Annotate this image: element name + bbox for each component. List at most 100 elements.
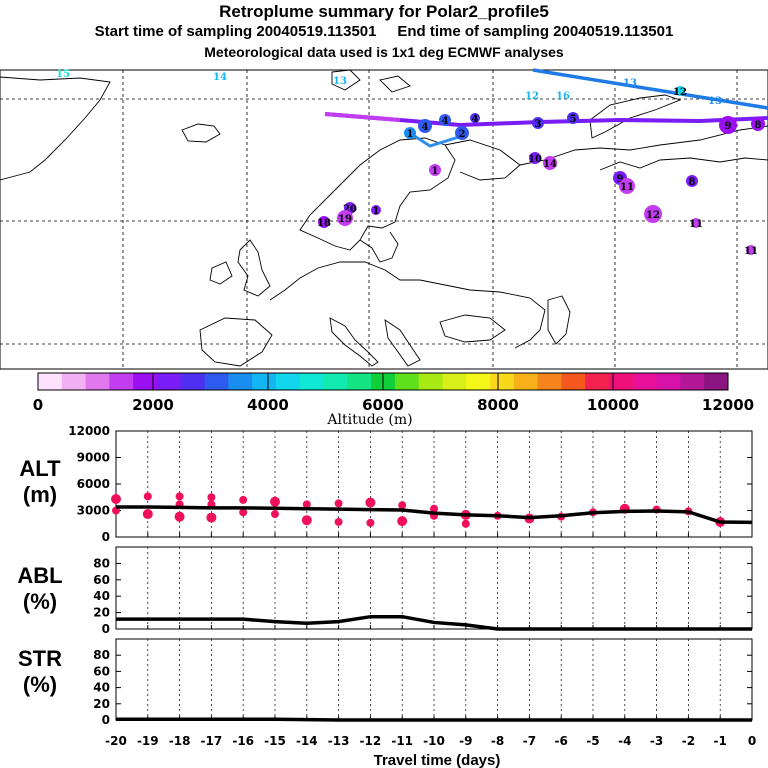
x-tick-label: -6 [555, 734, 568, 748]
cluster-marker [619, 178, 635, 194]
cluster-marker [470, 113, 480, 123]
x-tick-label: -3 [650, 734, 663, 748]
cluster-altitude-point [239, 508, 248, 517]
y-tick-label: 9000 [77, 451, 110, 465]
cluster-label: 11 [689, 219, 703, 230]
x-tick-label: -20 [105, 734, 127, 748]
colorbar-tick-label: 6000 [362, 396, 404, 414]
y-tick-label: 40 [93, 681, 110, 695]
cluster-marker [529, 152, 541, 164]
cluster-marker [746, 245, 756, 255]
cluster-label: 5 [570, 114, 577, 125]
colorbar-tick-label: 2000 [132, 396, 174, 414]
colorbar-cell [299, 373, 325, 390]
cluster-marker [337, 210, 353, 226]
chart-title: Retroplume summary for Polar2_profile5 [219, 2, 549, 21]
y-tick-label: 0 [102, 713, 110, 727]
cluster-label: 8 [689, 177, 696, 188]
colorbar-cell [609, 373, 634, 390]
str-label: STR [18, 646, 62, 671]
colorbar-cell [228, 373, 253, 390]
colorbar-cell [275, 373, 301, 390]
series-line [116, 614, 752, 631]
cluster-label: 13 [333, 76, 347, 87]
y-tick-label: 80 [93, 556, 110, 570]
colorbar-tick-label: 8000 [477, 396, 519, 414]
colorbar-tick-label: 12000 [702, 396, 754, 414]
cluster-altitude-point [174, 511, 185, 522]
x-tick-label: -17 [201, 734, 223, 748]
y-tick-label: 20 [93, 697, 110, 711]
cluster-marker [455, 126, 469, 140]
sampling-times: Start time of sampling 20040519.113501 E… [94, 23, 674, 40]
abl-label: ABL [17, 563, 62, 588]
cluster-altitude-point [366, 518, 375, 527]
panel-labels: ALT (m) ABL (%) STR (%) [17, 456, 62, 697]
x-tick-label: -13 [328, 734, 350, 748]
y-tick-label: 20 [93, 606, 110, 620]
x-tick-label: -2 [682, 734, 695, 748]
cluster-altitude-point [334, 499, 343, 508]
cluster-altitude-point [206, 512, 217, 523]
cluster-label: 12 [673, 87, 687, 98]
cluster-altitude-point [142, 509, 153, 520]
y-tick-label: 0 [102, 530, 110, 544]
cluster-label: 12 [525, 91, 539, 102]
cluster-altitude-point [397, 516, 408, 527]
y-tick-label: 0 [102, 622, 110, 636]
cluster-label: 14 [213, 72, 227, 83]
cluster-altitude-point [111, 494, 121, 505]
cluster-altitude-point [239, 495, 248, 504]
x-tick-label: -4 [618, 734, 631, 748]
colorbar-label: Altitude (m) [326, 412, 412, 428]
cluster-label: 12 [646, 210, 660, 221]
colorbar-cell [656, 373, 681, 390]
cluster-marker [751, 117, 765, 131]
cluster-altitude-point [271, 510, 279, 519]
cluster-label: 9 [617, 174, 624, 185]
cluster-marker [567, 112, 579, 124]
cluster-altitude-point [270, 496, 280, 507]
x-tick-label: -14 [296, 734, 318, 748]
colorbar-cell [585, 373, 610, 390]
x-tick-label: -15 [264, 734, 286, 748]
colorbar-cell [442, 373, 467, 390]
panel-2: 0 20 40 60 80 [93, 546, 753, 636]
x-tick-label: 0 [748, 734, 756, 748]
cluster-marker [543, 156, 557, 170]
cluster-marker [675, 86, 685, 96]
cluster-label: 4 [422, 122, 429, 133]
cluster-altitude-point [301, 515, 312, 526]
colorbar-tick-label: 4000 [247, 396, 289, 414]
cluster-label: 11 [620, 182, 634, 193]
y-tick-label: 80 [93, 648, 110, 662]
y-tick-label: 6000 [77, 477, 110, 491]
x-tick-label: -19 [137, 734, 159, 748]
cluster-altitude-point [365, 497, 376, 508]
series-line [116, 505, 753, 525]
x-tick-label: -9 [459, 734, 472, 748]
colorbar-cell [180, 373, 206, 390]
cluster-label: 15 [56, 69, 70, 80]
cluster-label: 8 [755, 120, 762, 131]
cluster-marker [439, 114, 451, 126]
cluster-marker [371, 205, 381, 215]
cluster-marker [719, 116, 737, 134]
time-series-panels: 030006000900012000020406080020406080-20-… [68, 424, 756, 748]
colorbar-cell [252, 373, 277, 390]
cluster-altitude-point [207, 493, 216, 502]
abl-unit-label: (%) [23, 589, 57, 614]
colorbar-cell [61, 373, 87, 390]
cluster-label: 1 [432, 166, 439, 177]
colorbar-cell [490, 373, 515, 390]
cluster-label: 2 [459, 129, 466, 140]
x-tick-label: -7 [523, 734, 536, 748]
cluster-altitude-point [461, 519, 470, 528]
cluster-label: 13 [623, 78, 637, 89]
colorbar-cell [109, 373, 134, 390]
cluster-label: 4 [472, 114, 479, 125]
colorbar-cell [704, 373, 729, 390]
trajectory-blue [532, 68, 768, 110]
y-tick-label: 12000 [68, 424, 110, 438]
